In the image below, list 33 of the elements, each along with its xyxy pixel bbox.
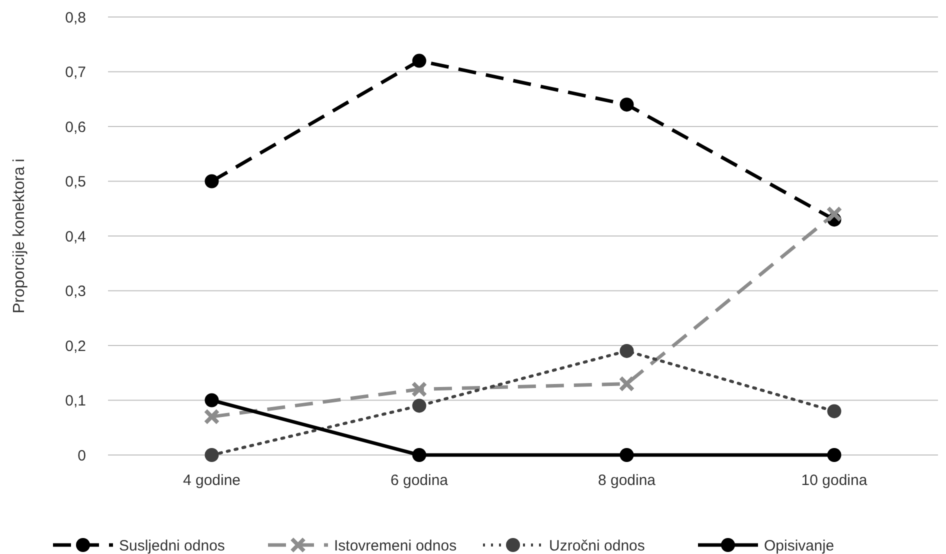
point: [204, 408, 220, 425]
legend-label: Istovremeni odnos: [334, 537, 457, 554]
y-tick-label: 0,1: [65, 392, 86, 410]
point: [204, 393, 219, 408]
point: [620, 344, 634, 358]
point: [412, 448, 426, 462]
x-tick-label: 10 godina: [801, 472, 868, 489]
point: [618, 376, 635, 392]
point: [411, 381, 428, 398]
y-tick-label: 0,7: [65, 64, 86, 81]
legend-label: Uzročni odnos: [549, 537, 645, 554]
x-tick-label: 8 godina: [598, 472, 656, 489]
x-tick-label: 4 godine: [182, 472, 241, 489]
point: [412, 398, 426, 413]
y-tick-label: 0: [78, 447, 86, 464]
y-tick-label: 0,6: [65, 118, 86, 136]
point: [412, 54, 426, 68]
point: [620, 98, 634, 112]
x-tick-label: 6 godina: [390, 472, 449, 489]
y-tick-label: 0,4: [65, 228, 86, 246]
point: [827, 404, 842, 418]
point: [826, 206, 842, 222]
y-tick-label: 0,2: [65, 338, 86, 355]
y-tick-label: 0,5: [65, 174, 86, 190]
y-axis-title: Proporcije konektora i: [11, 158, 28, 314]
legend-label: Opisivanje: [764, 537, 834, 554]
point: [620, 448, 634, 462]
point: [204, 174, 219, 188]
y-tick-label: 0,8: [65, 9, 86, 26]
legend-label: Susljedni odnos: [119, 537, 225, 554]
y-tick-label: 0,3: [65, 283, 86, 300]
point: [827, 448, 842, 462]
point: [204, 448, 219, 462]
